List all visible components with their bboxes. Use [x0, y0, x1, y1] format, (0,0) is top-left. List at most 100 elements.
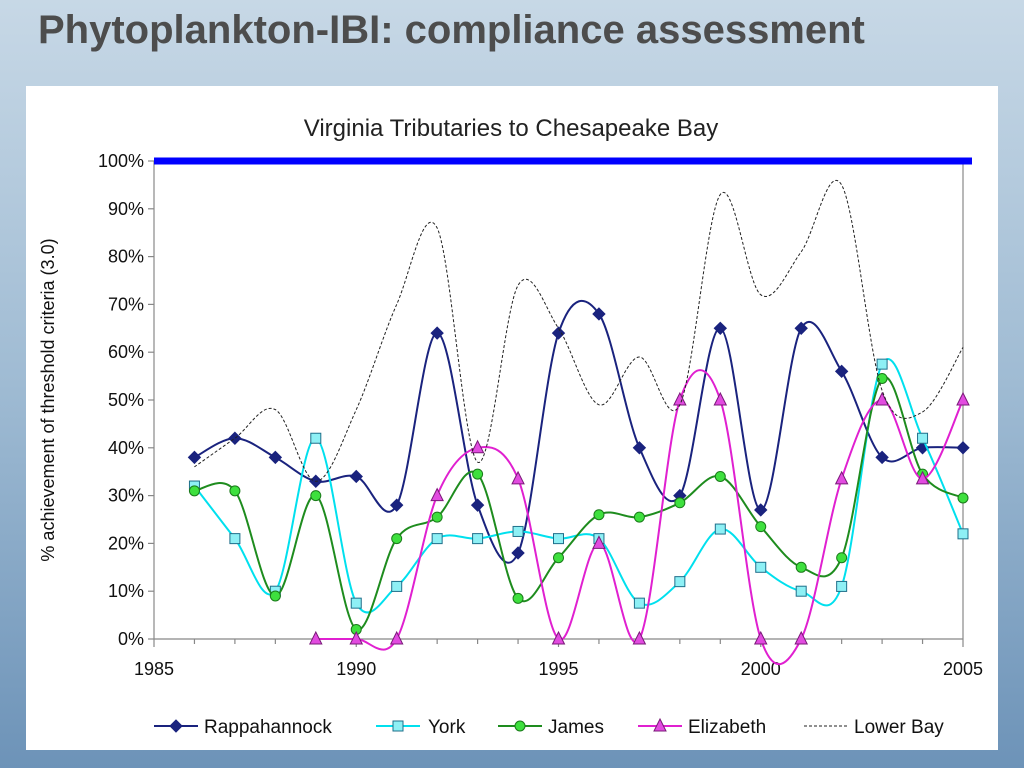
y-tick-label: 80% [108, 247, 144, 267]
legend-label-rappahannock: Rappahannock [204, 717, 332, 738]
data-point-elizabeth [632, 630, 647, 645]
legend-marker-york [392, 720, 404, 732]
data-point-james [512, 592, 524, 604]
data-point-york [229, 533, 241, 545]
data-point-york [714, 523, 726, 535]
legend-marker-james [514, 720, 526, 732]
data-point-rappahannock [268, 450, 283, 465]
legend-label-elizabeth: Elizabeth [688, 717, 766, 738]
data-point-york [350, 597, 362, 609]
data-point-rappahannock [754, 503, 768, 517]
data-point-york [876, 358, 888, 370]
data-point-rappahannock [349, 469, 363, 484]
slide-title: Phytoplankton-IBI: compliance assessment [38, 8, 865, 52]
series-line-rappahannock [193, 299, 964, 564]
data-point-york [553, 533, 564, 545]
data-point-elizabeth [389, 630, 404, 645]
legend-label-lower-bay: Lower Bay [854, 717, 944, 738]
data-point-elizabeth [673, 391, 687, 406]
data-point-elizabeth [551, 630, 566, 645]
data-point-rappahannock [875, 450, 889, 465]
x-tick-label: 2005 [943, 659, 983, 679]
y-tick-label: 30% [108, 486, 144, 506]
data-point-york [755, 561, 767, 573]
data-point-york [957, 528, 969, 540]
y-axis-label: % achievement of threshold criteria (3.0… [38, 238, 58, 561]
legend-label-james: James [548, 717, 604, 738]
data-point-james [391, 533, 403, 545]
data-point-rappahannock [592, 307, 606, 321]
y-tick-label: 90% [108, 199, 144, 219]
data-point-york [431, 533, 443, 545]
data-point-rappahannock [551, 326, 566, 340]
y-tick-label: 10% [108, 581, 144, 601]
data-point-rappahannock [632, 441, 647, 455]
y-tick-label: 70% [108, 294, 144, 314]
data-point-rappahannock [470, 498, 485, 512]
data-point-james [593, 509, 605, 521]
chart-panel: Virginia Tributaries to Chesapeake Bay 0… [26, 86, 998, 750]
y-tick-label: 40% [108, 438, 144, 458]
data-point-elizabeth [956, 391, 970, 406]
chart-title: Virginia Tributaries to Chesapeake Bay [304, 115, 718, 142]
data-point-elizabeth [875, 391, 889, 406]
data-point-james [310, 490, 322, 502]
data-point-york [674, 576, 686, 588]
data-point-james [431, 511, 443, 523]
data-point-elizabeth [753, 630, 768, 645]
data-point-elizabeth [470, 439, 485, 454]
data-point-rappahannock [511, 546, 525, 560]
y-tick-label: 60% [108, 342, 144, 362]
data-point-elizabeth [915, 470, 930, 485]
y-tick-label: 20% [108, 533, 144, 553]
data-point-james [472, 468, 484, 480]
plot-area: 0% 10% 20% 30% 40% 50% 60% 70% 80% 90% 100% 1985 199… [38, 151, 983, 679]
data-point-elizabeth [713, 391, 728, 406]
series-line-lower-bay [194, 180, 964, 482]
data-point-elizabeth [430, 487, 444, 502]
data-point-york [836, 580, 848, 592]
data-point-james [957, 492, 969, 504]
data-point-york [633, 597, 645, 609]
legend-label-york: York [428, 717, 466, 738]
data-point-york [917, 432, 929, 444]
data-point-rappahannock [430, 326, 444, 340]
data-point-elizabeth [308, 630, 323, 645]
data-point-york [472, 533, 484, 545]
data-point-rappahannock [713, 321, 728, 336]
data-point-rappahannock [834, 364, 849, 379]
data-point-james [269, 590, 281, 602]
data-point-rappahannock [389, 498, 404, 512]
series-line-york [193, 358, 964, 614]
x-tick-label: 1985 [134, 659, 174, 679]
x-tick-label: 1990 [336, 659, 376, 679]
y-tick-label: 100% [98, 151, 144, 171]
data-point-york [310, 432, 322, 444]
data-point-james [229, 485, 241, 497]
data-point-elizabeth [511, 470, 525, 485]
data-point-james [714, 470, 726, 482]
y-tick-label: 50% [108, 390, 144, 410]
data-point-james [755, 521, 767, 533]
data-point-york [512, 525, 524, 537]
data-point-rappahannock [228, 431, 242, 445]
data-point-james [795, 561, 807, 573]
data-point-rappahannock [956, 441, 970, 455]
x-tick-label: 1995 [538, 659, 578, 679]
data-point-elizabeth [592, 535, 606, 549]
data-point-james [553, 552, 564, 564]
data-point-rappahannock [794, 321, 808, 336]
data-point-james [674, 497, 686, 509]
y-tick-label: 0% [118, 629, 144, 649]
line-chart: Virginia Tributaries to Chesapeake Bay 0… [38, 115, 983, 738]
data-point-james [188, 485, 200, 497]
data-point-james [876, 372, 888, 384]
legend-marker-elizabeth [653, 717, 667, 732]
legend-marker-rappahannock [169, 719, 183, 733]
data-point-elizabeth [834, 470, 849, 485]
data-point-york [391, 580, 403, 592]
data-point-james [633, 511, 645, 523]
x-tick-label: 2000 [741, 659, 781, 679]
data-point-rappahannock [187, 450, 202, 465]
data-point-james [836, 552, 848, 564]
